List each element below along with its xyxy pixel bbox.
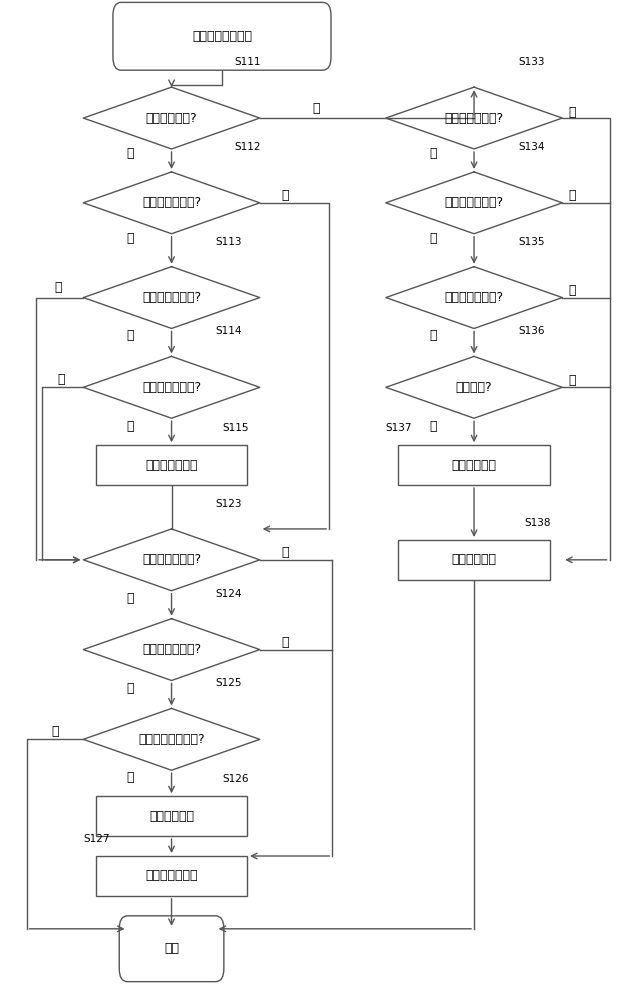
- Polygon shape: [386, 267, 562, 328]
- Text: S133: S133: [518, 57, 544, 67]
- Text: 是: 是: [313, 102, 320, 115]
- FancyBboxPatch shape: [119, 916, 224, 982]
- Text: 否: 否: [282, 546, 289, 559]
- Text: 空档位置?: 空档位置?: [456, 381, 492, 394]
- Text: 是: 是: [568, 284, 576, 297]
- Text: S127: S127: [84, 834, 110, 844]
- Text: 拒绝制动请求: 拒绝制动请求: [451, 459, 496, 472]
- Text: 关闭拒绝标志: 关闭拒绝标志: [451, 553, 496, 566]
- Text: S123: S123: [216, 499, 242, 509]
- Text: 是: 是: [429, 232, 437, 245]
- Text: 制动请求拒绝处理: 制动请求拒绝处理: [192, 30, 252, 43]
- Text: 经过了预定时间段?: 经过了预定时间段?: [138, 733, 205, 746]
- Text: S114: S114: [216, 326, 242, 336]
- Text: 开启控制制动器?: 开启控制制动器?: [142, 553, 201, 566]
- Text: 是: 是: [127, 329, 134, 342]
- Text: 开启预拒绝标志: 开启预拒绝标志: [146, 459, 197, 472]
- Text: S111: S111: [235, 57, 261, 67]
- Bar: [96, 856, 247, 896]
- Text: 是: 是: [127, 682, 134, 695]
- Bar: [96, 796, 247, 836]
- Text: 返回: 返回: [164, 942, 179, 955]
- Polygon shape: [84, 172, 260, 234]
- Text: 开启拒绝标志: 开启拒绝标志: [149, 810, 194, 823]
- Text: S134: S134: [518, 142, 544, 152]
- Polygon shape: [386, 356, 562, 418]
- Text: S136: S136: [518, 326, 544, 336]
- Bar: [398, 445, 549, 485]
- Text: 开启控制制动器?: 开启控制制动器?: [444, 112, 504, 125]
- Bar: [96, 445, 247, 485]
- Text: 否: 否: [429, 420, 437, 433]
- Polygon shape: [84, 529, 260, 591]
- Text: 是: 是: [282, 189, 289, 202]
- Text: 是: 是: [127, 232, 134, 245]
- Text: 否: 否: [127, 147, 134, 160]
- Text: 开启加速器踏板?: 开启加速器踏板?: [444, 196, 504, 209]
- Text: 是: 是: [127, 592, 134, 605]
- Text: 关闭预拒绝标志: 关闭预拒绝标志: [146, 869, 197, 882]
- Text: 开启加速器踏板?: 开启加速器踏板?: [142, 381, 201, 394]
- Text: S137: S137: [386, 423, 412, 433]
- Text: 否: 否: [58, 373, 65, 386]
- Polygon shape: [386, 172, 562, 234]
- Text: S126: S126: [222, 774, 249, 784]
- Text: 操作离合器踏板?: 操作离合器踏板?: [444, 291, 504, 304]
- Text: 否: 否: [568, 189, 576, 202]
- Polygon shape: [84, 708, 260, 770]
- Polygon shape: [386, 87, 562, 149]
- Text: S125: S125: [216, 678, 242, 688]
- FancyBboxPatch shape: [113, 2, 331, 70]
- Text: 否: 否: [429, 329, 437, 342]
- Text: S112: S112: [235, 142, 261, 152]
- Text: S113: S113: [216, 237, 242, 247]
- Text: 开启拒绝标志?: 开启拒绝标志?: [146, 112, 197, 125]
- Text: S138: S138: [525, 518, 551, 528]
- Text: 是: 是: [568, 374, 576, 387]
- Text: S115: S115: [222, 423, 249, 433]
- Text: 否: 否: [51, 725, 59, 738]
- Text: 否: 否: [568, 106, 576, 119]
- Text: 否: 否: [54, 281, 62, 294]
- Text: 开启加速器踏板?: 开启加速器踏板?: [142, 643, 201, 656]
- Polygon shape: [84, 356, 260, 418]
- Text: 开启控制制动器?: 开启控制制动器?: [142, 291, 201, 304]
- Text: 是: 是: [429, 147, 437, 160]
- Text: S135: S135: [518, 237, 544, 247]
- Bar: [398, 540, 549, 580]
- Text: 是: 是: [127, 771, 134, 784]
- Text: 开启预拒绝标志?: 开启预拒绝标志?: [142, 196, 201, 209]
- Polygon shape: [84, 267, 260, 328]
- Text: S124: S124: [216, 589, 242, 599]
- Polygon shape: [84, 619, 260, 680]
- Polygon shape: [84, 87, 260, 149]
- Text: 是: 是: [127, 420, 134, 433]
- Text: 否: 否: [282, 636, 289, 649]
